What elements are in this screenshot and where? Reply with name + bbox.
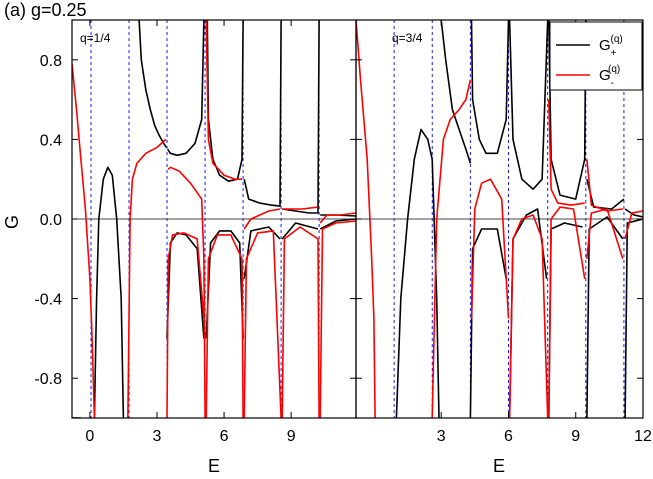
series-1-curve-left-4 [243, 208, 281, 230]
plot-area-right [356, 20, 643, 418]
series-0-curve-right-11 [586, 216, 624, 418]
x-tick-label-left-0: 0 [85, 428, 94, 445]
series-0-curve-left-2 [138, 20, 168, 148]
series-1-curve-left-9 [243, 230, 282, 418]
panel-right: 3 6 9 12 [356, 20, 652, 445]
series-0-curve-right-8 [469, 228, 507, 418]
x-tick-label-right-1: 6 [504, 428, 513, 445]
series-0-curve-right-12 [624, 218, 643, 418]
series-0-curve-right-2 [440, 20, 472, 164]
series-1-curve-left-2 [167, 166, 206, 418]
x-tick-label-right-2: 9 [571, 428, 580, 445]
series-1-curve-right-0 [356, 20, 376, 418]
y-tick-label-3: 0.4 [40, 132, 62, 149]
series-0-curve-right-9 [508, 208, 548, 418]
series-0-curve-right-4 [508, 20, 549, 190]
x-tick-label-left-3: 9 [287, 428, 296, 445]
series-0-curve-right-0 [395, 128, 433, 418]
series-1-curve-left-10 [281, 226, 320, 418]
y-tick-label-0: -0.8 [34, 371, 62, 388]
series-1-curve-right-6 [624, 210, 643, 240]
panel-label-left: q=1/4 [80, 31, 111, 45]
y-axis-label: G [2, 215, 22, 229]
panel-label-right: q=3/4 [392, 31, 423, 45]
legend: G+(q) G-(q) [549, 21, 643, 91]
series-1-curve-left-1 [127, 138, 167, 418]
x-tick-label-left-1: 3 [153, 428, 162, 445]
series-1-curve-left-11 [319, 220, 356, 418]
x-tick-label-right-0: 3 [437, 428, 446, 445]
legend-box [549, 21, 643, 91]
series-0-curve-right-3 [470, 20, 510, 155]
panel-right-frame [355, 19, 644, 419]
series-0-curve-left-3 [167, 20, 205, 157]
series-0-curve-right-10 [548, 222, 583, 418]
x-axis-label-left: E [208, 456, 220, 476]
series-0-curve-left-4 [206, 20, 244, 182]
x-axis-label-right: E [493, 456, 505, 476]
series-1-curve-left-6 [319, 212, 356, 224]
series-0-curve-right-6 [586, 179, 625, 210]
series-1-curve-left-3 [205, 20, 242, 180]
panel-left: 0 3 6 9 -0.8 -0.4 0.0 0.4 0.8 [34, 20, 356, 445]
legend-label-g-minus: G-(q) [599, 64, 620, 89]
series-0-curve-right-5 [548, 20, 587, 200]
series-1-curve-right-8 [586, 159, 623, 212]
series-1-curve-right-4 [548, 206, 586, 418]
series-1-curve-right-2 [470, 178, 510, 319]
series-0-curve-right-7 [624, 208, 643, 218]
series-0-curve-left-5 [243, 20, 282, 207]
series-0-curve-left-12 [319, 218, 356, 230]
series-1-curve-left-8 [205, 234, 244, 418]
series-0-curve-right-1 [431, 159, 440, 418]
x-tick-label-left-2: 6 [220, 428, 229, 445]
series-1-curve-right-3 [508, 214, 549, 418]
series-1-curve-right-1 [431, 79, 472, 418]
legend-label-g-plus: G+(q) [599, 34, 623, 59]
series-0-curve-left-6 [282, 20, 320, 214]
series-1-curve-right-5 [586, 208, 624, 260]
series-0-curve-left-9 [205, 230, 244, 339]
y-tick-label-2: 0.0 [40, 212, 62, 229]
series-1-curve-right-7 [548, 99, 585, 206]
plot-area-left [72, 20, 356, 418]
series-0-curve-left-1 [93, 166, 125, 418]
x-tick-label-right-3: 12 [634, 428, 652, 445]
series-1-curve-left-0 [72, 63, 96, 418]
series-0-curve-left-11 [281, 222, 319, 240]
series-1-curve-left-5 [282, 206, 319, 210]
y-tick-label-1: -0.4 [34, 292, 62, 309]
figure-label: (a) g=0.25 [4, 0, 87, 20]
series-1-curve-left-7 [166, 232, 205, 418]
y-tick-label-4: 0.8 [40, 53, 62, 70]
